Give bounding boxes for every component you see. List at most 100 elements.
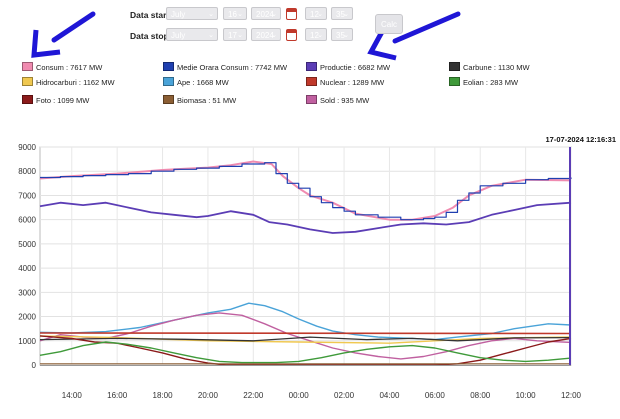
stop-hour-value: 12 [310, 31, 319, 40]
legend-item[interactable]: Medie Orara Consum : 7742 MW [163, 62, 287, 72]
annotation-arrows [31, 11, 461, 61]
start-year-select[interactable]: 2024 ⌄ [251, 7, 281, 20]
y-tick-label: 5000 [18, 240, 36, 249]
y-tick-label: 6000 [18, 216, 36, 225]
y-tick-label: 8000 [18, 167, 36, 176]
legend-swatch [306, 77, 317, 86]
chevron-down-icon: ⌄ [271, 32, 277, 39]
x-tick-label: 22:00 [243, 391, 264, 400]
stop-month-select[interactable]: July ⌄ [166, 28, 218, 41]
chevron-down-icon: ⌄ [237, 11, 243, 18]
series-line [39, 336, 572, 342]
y-tick-label: 2000 [18, 313, 36, 322]
x-tick-label: 04:00 [379, 391, 400, 400]
legend-swatch [163, 77, 174, 86]
stop-hour-select[interactable]: 12 ⌄ [305, 28, 327, 41]
start-month-select[interactable]: July ⌄ [166, 7, 218, 20]
x-tick-label: 18:00 [153, 391, 174, 400]
energy-chart: 0 1000 2000 3000 4000 5000 6000 7000 8000 9000 14:… [18, 143, 582, 400]
legend-swatch [22, 95, 33, 104]
chevron-down-icon: ⌄ [208, 32, 214, 39]
start-minute-select[interactable]: 35 ⌄ [331, 7, 353, 20]
stop-minute-select[interactable]: 35 ⌄ [331, 28, 353, 41]
arrow-left-head [31, 29, 61, 58]
start-day-value: 16 [228, 10, 237, 19]
y-tick-label: 7000 [18, 191, 36, 200]
legend-swatch [163, 95, 174, 104]
chart-timestamp: 17-07-2024 12:16:31 [545, 135, 616, 144]
series-line [39, 201, 572, 234]
start-hour-select[interactable]: 12 ⌄ [305, 7, 327, 20]
legend-label: Carbune : 1130 MW [463, 63, 530, 72]
data-start-label: Data start [130, 10, 170, 20]
legend-item[interactable]: Ape : 1668 MW [163, 77, 229, 87]
legend-label: Consum : 7617 MW [36, 63, 103, 72]
x-tick-label: 02:00 [334, 391, 355, 400]
x-tick-label: 08:00 [470, 391, 491, 400]
legend-swatch [22, 77, 33, 86]
legend-label: Productie : 6682 MW [320, 63, 391, 72]
legend-item[interactable]: Biomasa : 51 MW [163, 95, 236, 105]
legend-label: Sold : 935 MW [320, 96, 370, 105]
series-line [39, 312, 572, 360]
calc-button[interactable]: Calc [375, 14, 403, 34]
arrow-right-head [367, 28, 397, 61]
legend-item[interactable]: Hidrocarburi : 1162 MW [22, 77, 115, 87]
series-line [39, 341, 572, 364]
legend-swatch [449, 77, 460, 86]
stop-month-value: July [171, 31, 186, 40]
chevron-down-icon: ⌄ [271, 11, 277, 18]
legend-item[interactable]: Nuclear : 1289 MW [306, 77, 384, 87]
stop-day-select[interactable]: 17 ⌄ [223, 28, 247, 41]
legend-label: Ape : 1668 MW [177, 78, 229, 87]
legend-item[interactable]: Carbune : 1130 MW [449, 62, 530, 72]
start-minute-value: 35 [336, 10, 345, 19]
legend-item[interactable]: Consum : 7617 MW [22, 62, 102, 72]
start-month-value: July [171, 10, 186, 19]
x-tick-label: 10:00 [516, 391, 537, 400]
legend-item[interactable]: Eolian : 283 MW [449, 77, 518, 87]
legend-label: Nuclear : 1289 MW [320, 78, 385, 87]
x-tick-label: 12:00 [561, 391, 582, 400]
y-tick-label: 1000 [18, 337, 36, 346]
legend-label: Foto : 1099 MW [36, 96, 90, 105]
x-tick-label: 16:00 [107, 391, 128, 400]
legend-label: Medie Orara Consum : 7742 MW [177, 63, 288, 72]
stop-minute-value: 35 [336, 31, 345, 40]
legend-swatch [22, 62, 33, 71]
chevron-down-icon: ⌄ [237, 32, 243, 39]
chevron-down-icon: ⌄ [208, 11, 214, 18]
chevron-down-icon: ⌄ [343, 32, 349, 39]
chevron-down-icon: ⌄ [317, 32, 323, 39]
start-day-select[interactable]: 16 ⌄ [223, 7, 247, 20]
arrow-right-shaft [392, 11, 461, 44]
start-hour-value: 12 [310, 10, 319, 19]
chevron-down-icon: ⌄ [343, 11, 349, 18]
series-line [39, 302, 572, 341]
series-line [39, 335, 572, 344]
x-tick-label: 06:00 [425, 391, 446, 400]
legend-item[interactable]: Productie : 6682 MW [306, 62, 390, 72]
stop-year-select[interactable]: 2024 ⌄ [251, 28, 281, 41]
series-line [39, 332, 572, 335]
arrow-left-shaft [51, 11, 96, 43]
y-tick-label: 4000 [18, 264, 36, 273]
legend-swatch [306, 62, 317, 71]
chevron-down-icon: ⌄ [317, 11, 323, 18]
stop-day-value: 17 [228, 31, 237, 40]
stop-calendar-icon[interactable] [286, 29, 297, 41]
data-stop-label: Data stop [130, 31, 169, 41]
legend-item[interactable]: Foto : 1099 MW [22, 95, 89, 105]
x-tick-label: 14:00 [62, 391, 83, 400]
legend-swatch [163, 62, 174, 71]
y-tick-label: 3000 [18, 288, 36, 297]
start-calendar-icon[interactable] [286, 8, 297, 20]
x-tick-label: 00:00 [289, 391, 310, 400]
series-line [40, 162, 572, 221]
legend-item[interactable]: Sold : 935 MW [306, 95, 369, 105]
stop-year-value: 2024 [256, 31, 274, 40]
start-year-value: 2024 [256, 10, 274, 19]
legend-label: Eolian : 283 MW [463, 78, 519, 87]
y-tick-label: 0 [32, 361, 37, 370]
y-tick-label: 9000 [18, 143, 36, 152]
